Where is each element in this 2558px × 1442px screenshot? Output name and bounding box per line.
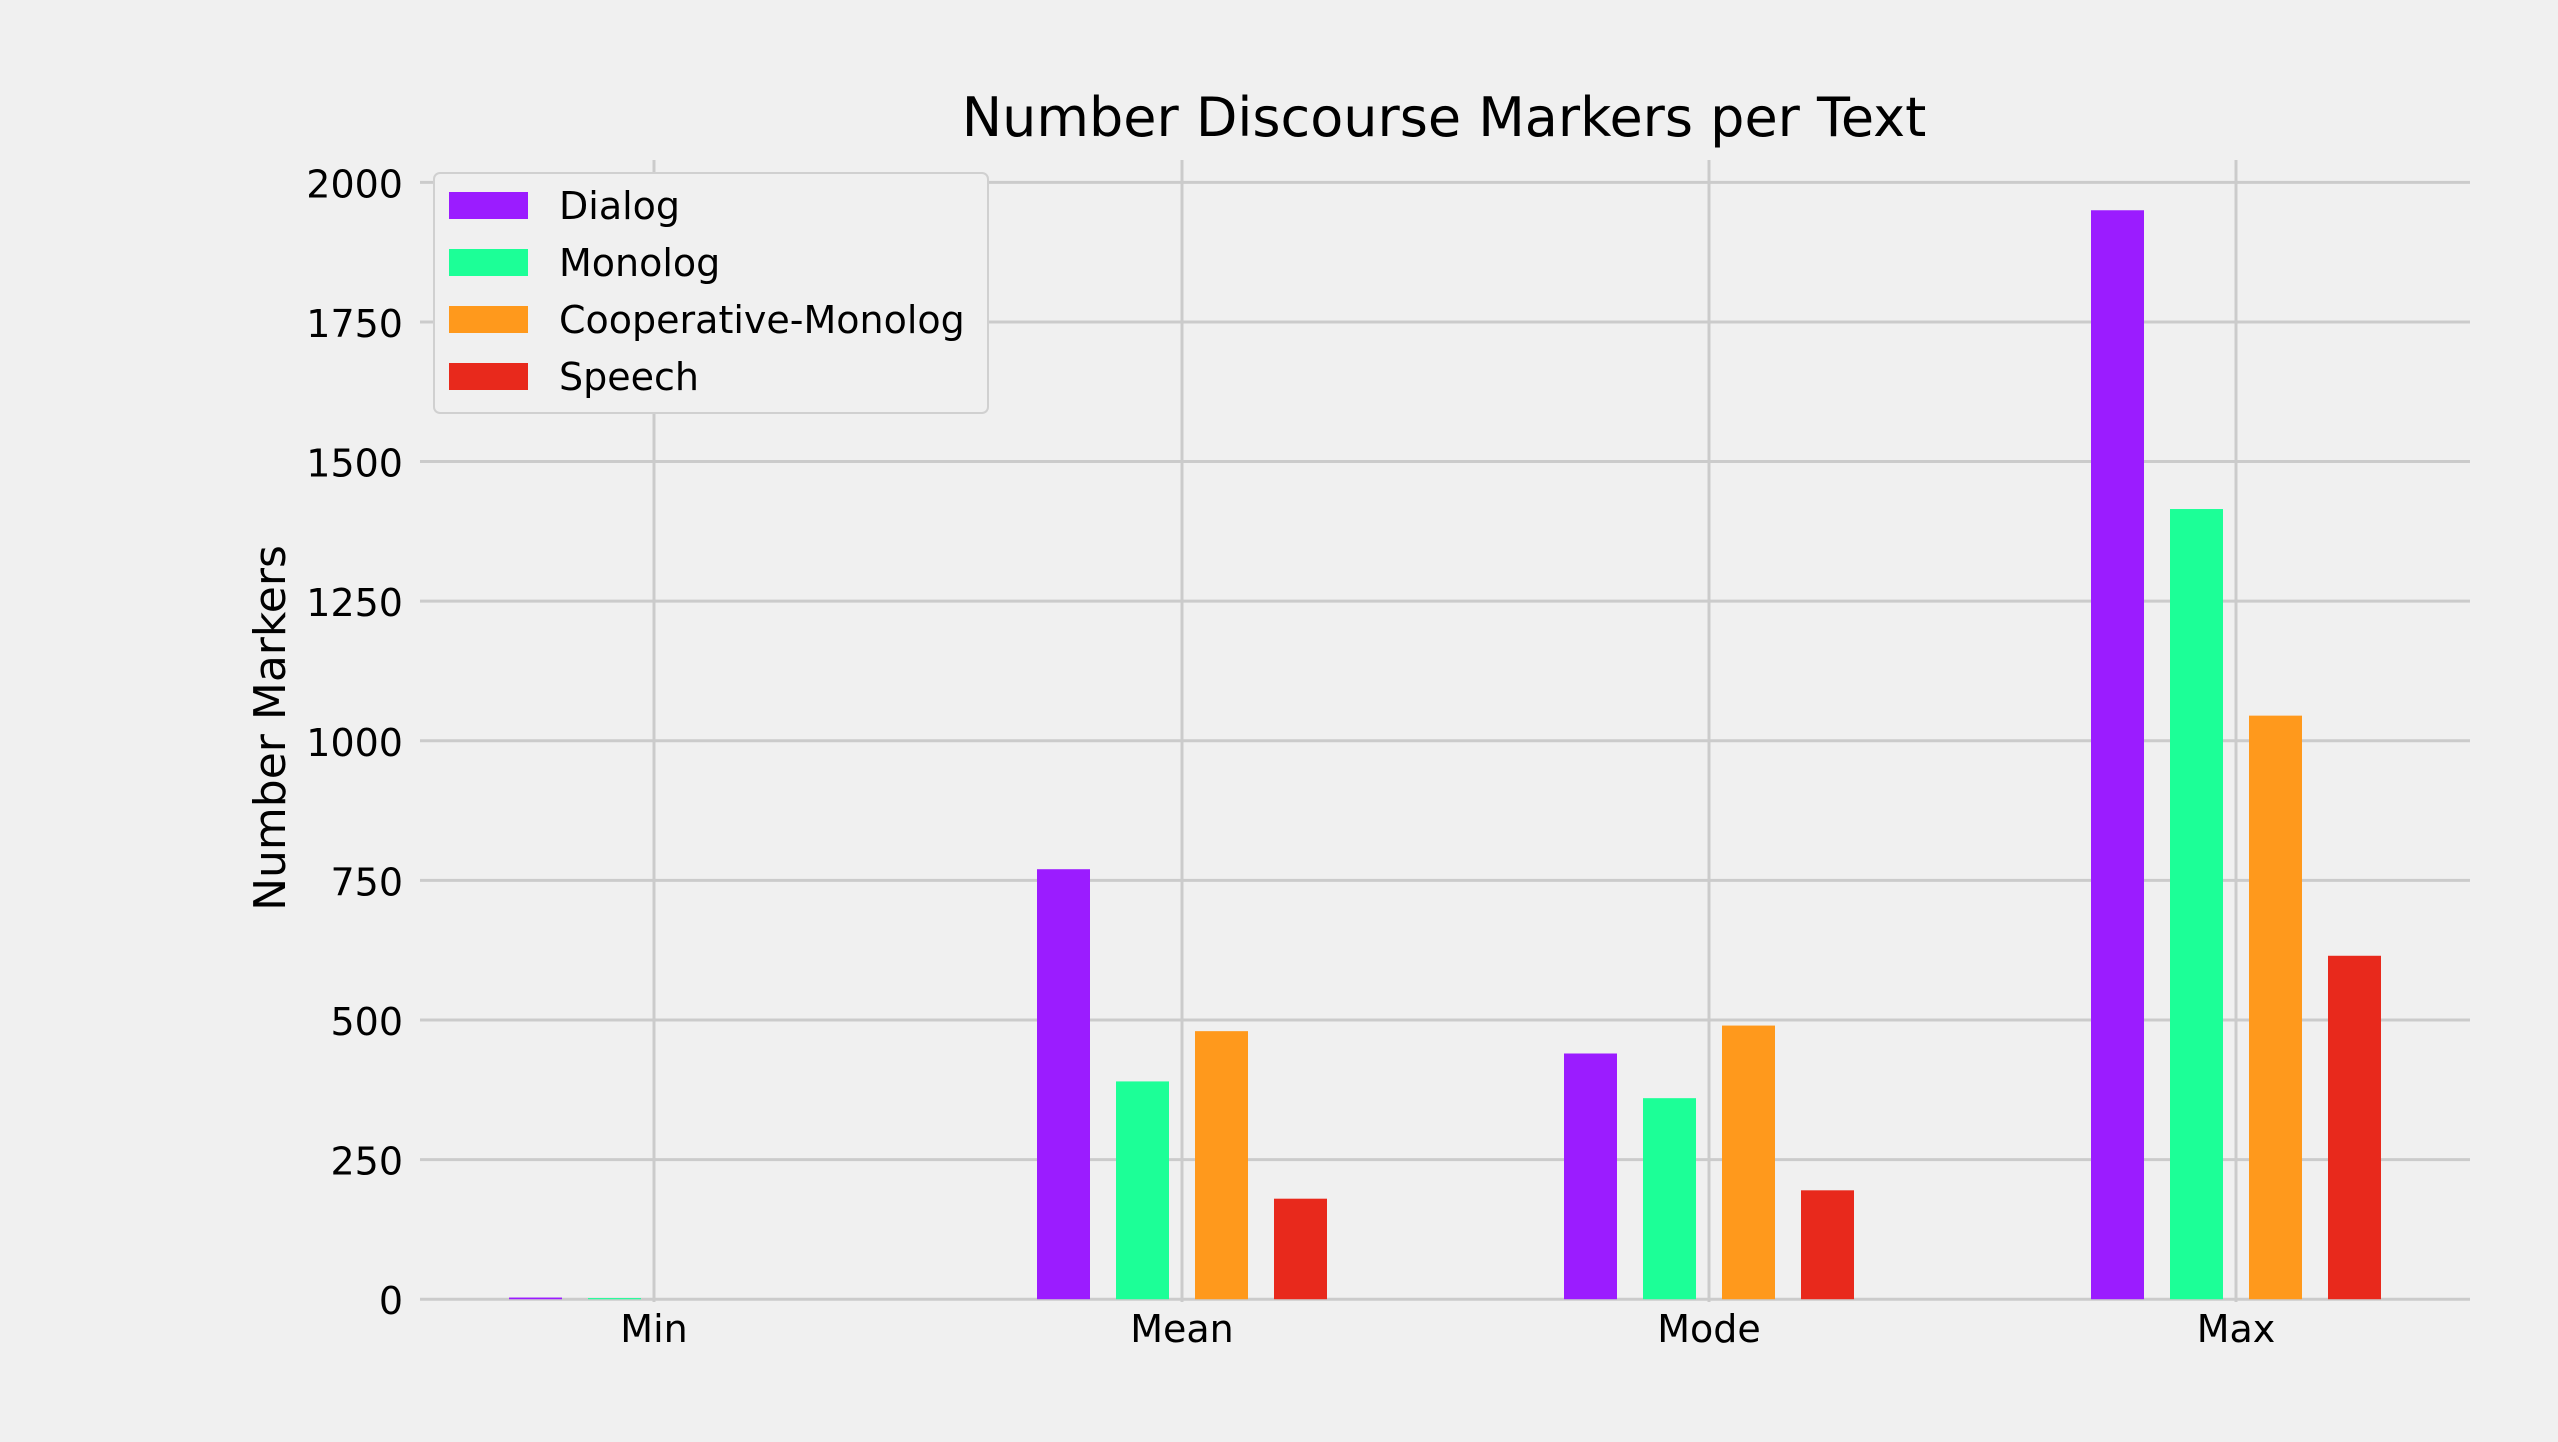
x-tick-label: Max — [2197, 1307, 2276, 1351]
legend-box — [433, 172, 989, 414]
bar-monolog-max — [2170, 509, 2223, 1300]
legend-swatch — [449, 306, 528, 333]
bar-cooperative-monolog-mode — [1722, 1025, 1775, 1300]
bar-speech-mode — [1801, 1190, 1854, 1300]
chart-title: Number Discourse Markers per Text — [962, 86, 1927, 149]
legend-label: Dialog — [559, 184, 680, 228]
grid-lines — [420, 160, 2470, 1302]
legend: Dialog Monolog Cooperative-Monolog Speech — [433, 172, 989, 414]
legend-swatch — [449, 363, 528, 390]
bar-dialog-mean — [1037, 869, 1090, 1300]
bar-cooperative-monolog-mean — [1195, 1031, 1248, 1300]
y-tick-label: 250 — [330, 1140, 403, 1184]
bar-monolog-min — [588, 1298, 641, 1300]
bar-monolog-mean — [1116, 1081, 1169, 1300]
bar-group — [509, 210, 2381, 1300]
y-tick-label: 2000 — [306, 162, 403, 206]
y-tick-label: 750 — [330, 860, 403, 904]
legend-label: Monolog — [559, 241, 720, 285]
bar-dialog-min — [509, 1297, 562, 1300]
y-tick-label: 0 — [379, 1279, 403, 1323]
axis-ticks: 0 250 500 750 1000 1250 1500 1750 2000 Min Mean Mod… — [306, 162, 2275, 1351]
y-tick-label: 1500 — [306, 442, 403, 486]
bar-speech-max — [2328, 955, 2381, 1300]
y-tick-label: 1750 — [306, 302, 403, 346]
x-tick-label: Mode — [1657, 1307, 1761, 1351]
bar-dialog-mode — [1564, 1053, 1617, 1300]
x-tick-label: Mean — [1130, 1307, 1234, 1351]
x-tick-label: Min — [620, 1307, 687, 1351]
bar-monolog-mode — [1643, 1098, 1696, 1300]
legend-swatch — [449, 192, 528, 219]
legend-swatch — [449, 249, 528, 276]
legend-label: Cooperative-Monolog — [559, 298, 965, 342]
bar-speech-mean — [1274, 1198, 1327, 1300]
y-tick-label: 500 — [330, 1000, 403, 1044]
bar-cooperative-monolog-max — [2249, 715, 2302, 1300]
legend-label: Speech — [559, 355, 699, 399]
y-tick-label: 1250 — [306, 581, 403, 625]
y-tick-label: 1000 — [306, 721, 403, 765]
bar-dialog-max — [2091, 210, 2144, 1300]
y-axis-label: Number Markers — [245, 545, 296, 911]
